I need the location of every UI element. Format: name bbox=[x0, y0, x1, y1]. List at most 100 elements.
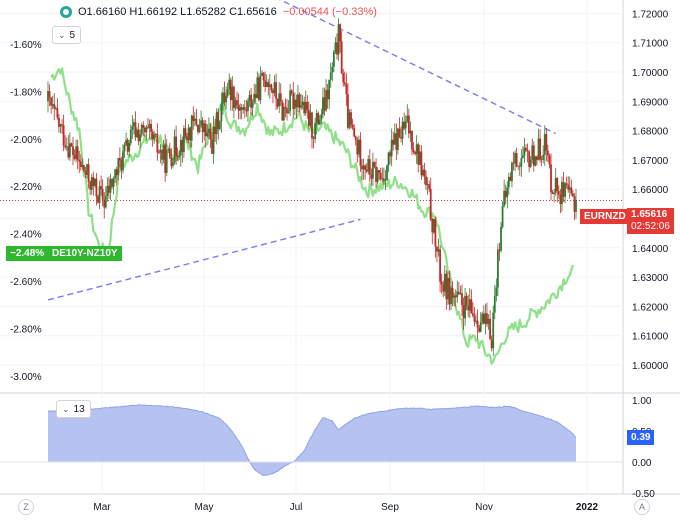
candle-body bbox=[48, 91, 51, 98]
candle bbox=[282, 103, 285, 122]
candle-body bbox=[64, 145, 67, 148]
candle bbox=[290, 89, 293, 96]
candle-body bbox=[479, 321, 482, 332]
candle bbox=[411, 130, 413, 156]
candle-body bbox=[426, 184, 429, 186]
sub-studies-toggle[interactable]: ⌄ 13 bbox=[56, 400, 91, 418]
candle-body bbox=[84, 171, 87, 175]
main-studies-toggle[interactable]: ⌄ 5 bbox=[52, 26, 82, 44]
candle bbox=[492, 305, 495, 356]
candle-body bbox=[151, 131, 154, 140]
candle bbox=[417, 142, 420, 173]
candle bbox=[203, 120, 206, 141]
candle-body bbox=[292, 93, 295, 109]
candle-body bbox=[551, 192, 554, 194]
auto-scale-icon[interactable]: A bbox=[634, 499, 650, 515]
candle bbox=[206, 124, 209, 138]
candle bbox=[78, 150, 81, 174]
correlation-fill bbox=[48, 404, 576, 476]
candle-body bbox=[514, 153, 516, 164]
candle bbox=[170, 148, 173, 170]
candle-body bbox=[243, 107, 246, 110]
candle-body bbox=[348, 112, 351, 128]
candle-body bbox=[178, 155, 181, 158]
candle-body bbox=[525, 147, 527, 151]
candle-body bbox=[418, 151, 421, 165]
candle bbox=[122, 144, 124, 174]
candle-body bbox=[198, 125, 201, 133]
time-tick-label: Jul bbox=[290, 502, 303, 513]
candle-body bbox=[142, 124, 145, 128]
candle bbox=[442, 280, 445, 298]
candle bbox=[362, 158, 365, 180]
candle bbox=[542, 145, 545, 164]
candle-body bbox=[286, 108, 288, 114]
price-tick-label: 1.66000 bbox=[632, 185, 669, 196]
candle-body bbox=[404, 121, 407, 129]
candle bbox=[537, 128, 540, 161]
candle-body bbox=[367, 159, 370, 172]
candle-body bbox=[323, 97, 326, 111]
candle-body bbox=[420, 151, 423, 176]
candle-body bbox=[145, 127, 148, 133]
price-tick-label: 1.69000 bbox=[632, 97, 669, 108]
candle bbox=[365, 163, 368, 174]
spread-last-value: −2.48% bbox=[10, 248, 45, 259]
candle-body bbox=[526, 150, 529, 152]
candle bbox=[459, 285, 462, 296]
candle bbox=[400, 126, 402, 143]
candle-body bbox=[468, 299, 471, 311]
candle-body bbox=[78, 159, 81, 162]
candle bbox=[517, 165, 520, 171]
candle bbox=[193, 111, 196, 127]
candle bbox=[259, 66, 262, 105]
candle-body bbox=[376, 169, 379, 182]
spread-tick-label: -1.60% bbox=[10, 40, 42, 51]
candle-body bbox=[543, 134, 546, 155]
auto-scale-label: A bbox=[638, 502, 645, 512]
candle-body bbox=[379, 172, 382, 180]
candle-body bbox=[153, 134, 156, 140]
timezone-toggle-icon[interactable]: Z bbox=[18, 499, 34, 515]
candle bbox=[443, 265, 446, 296]
candle-body bbox=[511, 162, 513, 182]
candle-body bbox=[422, 169, 424, 176]
candle-body bbox=[532, 145, 535, 166]
price-tick-label: 1.72000 bbox=[632, 9, 669, 20]
candle bbox=[200, 110, 202, 128]
candle bbox=[543, 125, 546, 167]
candle bbox=[529, 156, 532, 169]
candle bbox=[418, 144, 421, 166]
candle-body bbox=[362, 165, 365, 170]
candle-body bbox=[347, 94, 349, 128]
candle bbox=[570, 179, 573, 196]
candle-body bbox=[354, 136, 357, 141]
candle bbox=[75, 139, 78, 163]
candle bbox=[90, 173, 93, 195]
candle-body bbox=[523, 147, 526, 156]
candle-body bbox=[340, 41, 343, 74]
candle bbox=[229, 77, 232, 111]
candle bbox=[226, 82, 229, 99]
main-study-count: 5 bbox=[69, 29, 76, 41]
candle bbox=[167, 148, 170, 154]
candle bbox=[95, 173, 98, 206]
candle-body bbox=[148, 123, 151, 129]
candle-body bbox=[439, 249, 441, 282]
candle bbox=[311, 111, 313, 149]
last-price: 1.65616 bbox=[631, 209, 668, 220]
candle-body bbox=[337, 24, 340, 55]
candle bbox=[315, 109, 318, 135]
candle-body bbox=[540, 159, 543, 161]
candle-body bbox=[128, 143, 131, 152]
candle-body bbox=[47, 91, 49, 102]
candle-body bbox=[309, 112, 312, 126]
candle bbox=[500, 222, 502, 253]
candle-body bbox=[223, 92, 226, 103]
candle-body bbox=[445, 273, 448, 300]
candle-body bbox=[164, 144, 167, 173]
bar-countdown: 02:52:06 bbox=[631, 221, 670, 232]
candle-body bbox=[293, 99, 296, 109]
candle-body bbox=[382, 178, 385, 181]
